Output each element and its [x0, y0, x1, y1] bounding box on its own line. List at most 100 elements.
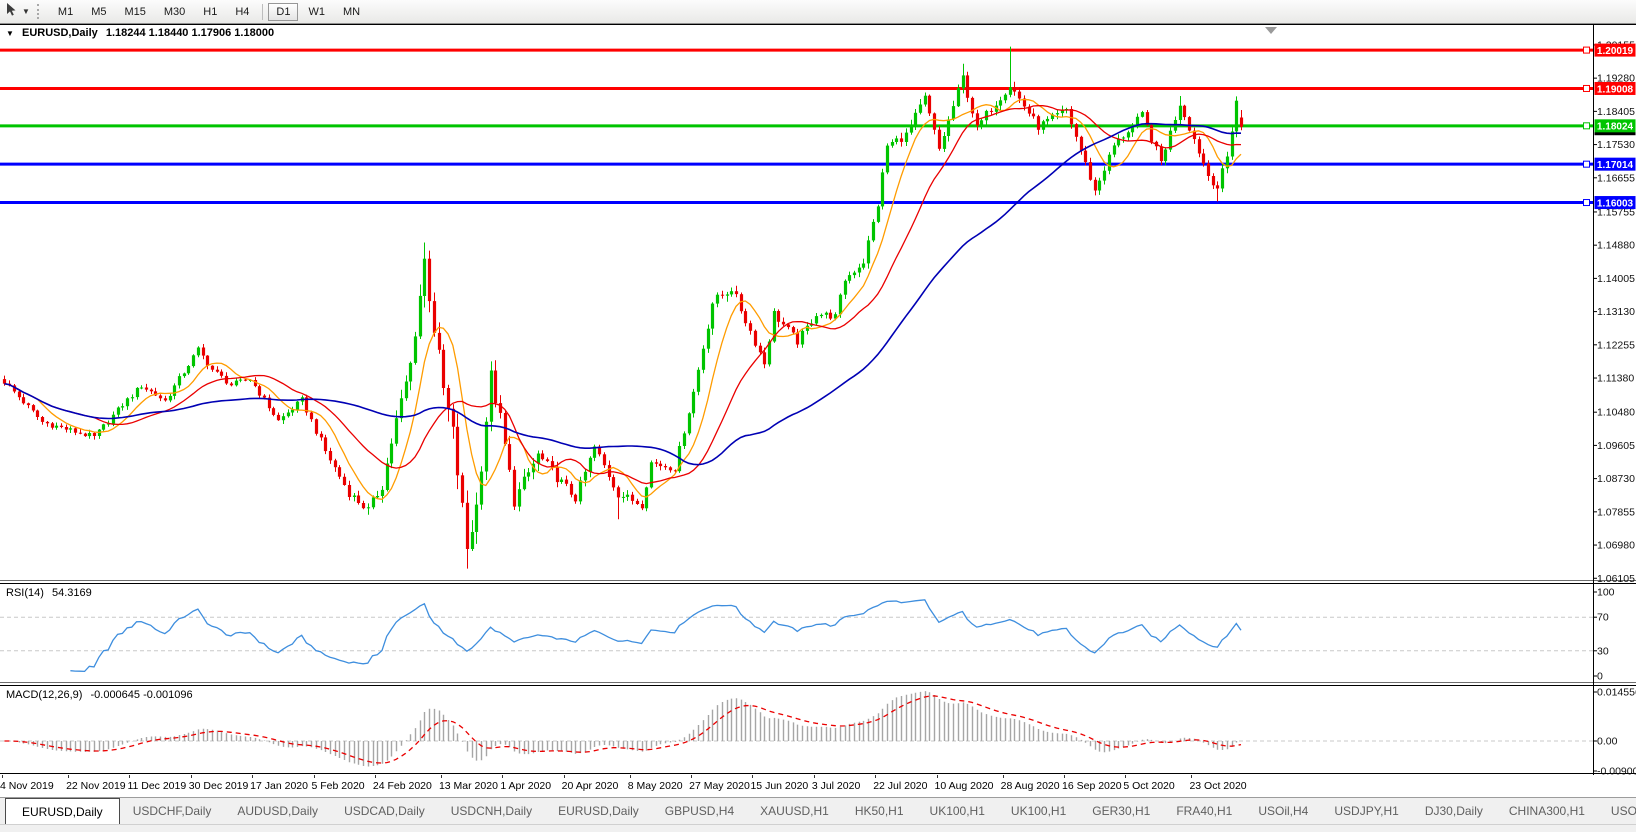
date-axis-tick — [563, 775, 565, 778]
macd-axis-label-0.014556: 0.014556 — [1597, 687, 1636, 699]
timeframe-button-m1[interactable]: M1 — [50, 3, 81, 21]
timeframe-button-m5[interactable]: M5 — [83, 3, 114, 21]
timeframe-button-m30[interactable]: M30 — [156, 3, 193, 21]
chart-tab-usoil-h1[interactable]: USOil,H1 — [1610, 804, 1636, 818]
date-axis-tick — [1125, 775, 1127, 778]
date-axis-label: 5 Feb 2020 — [311, 780, 365, 792]
chart-title-ohlc: 1.18244 1.18440 1.17906 1.18000 — [105, 27, 275, 39]
date-axis-tick — [629, 775, 631, 778]
date-axis-label: 4 Nov 2019 — [0, 780, 54, 792]
moving-average-line-55 — [4, 122, 1242, 466]
chart-tab-dj30-daily[interactable]: DJ30,Daily — [1424, 804, 1483, 818]
chart-tab-usdchf-daily[interactable]: USDCHF,Daily — [132, 804, 212, 818]
date-axis-tick — [875, 775, 877, 778]
moving-average-line-8 — [4, 98, 1242, 500]
macd-indicator-label: MACD(12,26,9) — [6, 689, 83, 701]
timeframe-button-mn[interactable]: MN — [335, 3, 368, 21]
date-axis-tick — [1191, 775, 1193, 778]
status-strip — [0, 824, 1636, 832]
date-axis-label: 10 Aug 2020 — [934, 780, 994, 792]
price-badge-1.18024 — [1594, 119, 1636, 133]
price-axis-label-1.14880: 1.14880 — [1597, 240, 1635, 252]
date-axis-tick — [752, 775, 754, 778]
collapse-arrow-icon[interactable]: ▼ — [6, 29, 14, 38]
price-badge-1.20019 — [1594, 43, 1636, 57]
macd-histogram — [8, 691, 1238, 767]
price-axis-label-1.15755: 1.15755 — [1597, 206, 1635, 218]
rsi-indicator-value: 54.3169 — [51, 587, 92, 599]
price-badge-1.16003 — [1594, 196, 1636, 210]
rsi-indicator-label: RSI(14) — [6, 587, 44, 599]
price-axis-label-1.19280: 1.19280 — [1597, 73, 1635, 85]
timeframe-button-h1[interactable]: H1 — [195, 3, 225, 21]
price-axis-label-1.10480: 1.10480 — [1597, 407, 1635, 419]
macd-indicator-values: -0.000645 -0.001096 — [90, 689, 193, 701]
candlestick-series — [2, 46, 1244, 569]
date-axis-tick — [374, 775, 376, 778]
chart-tab-ger30-h1[interactable]: GER30,H1 — [1092, 804, 1151, 818]
date-axis-label: 1 Apr 2020 — [500, 780, 552, 792]
price-axis-label-1.13130: 1.13130 — [1597, 306, 1635, 318]
chart-tab-usdjpy-h1[interactable]: USDJPY,H1 — [1334, 804, 1399, 818]
date-axis-tick — [1002, 775, 1004, 778]
cursor-tool-icon[interactable] — [4, 2, 19, 22]
chart-tab-usoil-h4[interactable]: USOil,H4 — [1258, 804, 1309, 818]
price-badge-label-1.20019: 1.20019 — [1597, 46, 1634, 57]
chart-tab-uk100-h1[interactable]: UK100,H1 — [929, 804, 985, 818]
date-axis-tick — [2, 775, 3, 778]
date-axis-label: 3 Jul 2020 — [811, 780, 861, 792]
chart-tabs-bar: EURUSD,Daily USDCHF,Daily AUDUSD,Daily USDC… — [0, 797, 1636, 824]
date-axis-label: 30 Dec 2019 — [188, 780, 249, 792]
price-badge-label-1.18024: 1.18024 — [1597, 122, 1634, 133]
chart-tab-fra40-h1[interactable]: FRA40,H1 — [1176, 804, 1233, 818]
chart-tab-audusd-daily[interactable]: AUDUSD,Daily — [237, 804, 319, 818]
timeframe-button-m15[interactable]: M15 — [116, 3, 153, 21]
chevron-down-icon[interactable]: ▼ — [22, 7, 30, 16]
date-axis-label: 23 Oct 2020 — [1189, 780, 1247, 792]
chart-title-symbol: EURUSD,Daily — [21, 27, 98, 39]
chart-tab-hk50-h1[interactable]: HK50,H1 — [854, 804, 904, 818]
date-axis-label: 13 Mar 2020 — [438, 780, 498, 792]
price-badge-label-1.19008: 1.19008 — [1597, 84, 1634, 95]
date-axis-label: 28 Aug 2020 — [1000, 780, 1060, 792]
timeframe-toolbar: ▼ M1 M5 M15 M30 H1 H4 D1 W1 MN — [0, 0, 1636, 24]
date-axis-label: 17 Jan 2020 — [250, 780, 308, 792]
rsi-axis-label-30: 30 — [1597, 645, 1609, 657]
price-axis-label-1.06105: 1.06105 — [1597, 573, 1635, 585]
chart-tab-eurusd-daily[interactable]: EURUSD,Daily — [5, 798, 120, 824]
toolbar-separator — [262, 3, 264, 20]
line-handle-1.18024 — [1583, 122, 1590, 130]
chart-tab-gbpusd-h4[interactable]: GBPUSD,H4 — [664, 804, 735, 818]
timeframe-button-d1[interactable]: D1 — [268, 2, 299, 21]
rsi-axis-label-100: 100 — [1597, 587, 1615, 599]
chart-tab-usdcad-daily[interactable]: USDCAD,Daily — [344, 804, 425, 818]
cursor-tool-group[interactable]: ▼ — [4, 2, 32, 22]
price-axis-label-1.09605: 1.09605 — [1597, 440, 1635, 452]
timeframe-button-h4[interactable]: H4 — [227, 3, 257, 21]
chart-tab-usdcnh-daily[interactable]: USDCNH,Daily — [450, 804, 533, 818]
line-handle-1.20019 — [1583, 46, 1590, 54]
price-axis-label-1.12255: 1.12255 — [1597, 339, 1635, 351]
moving-average-line-20 — [4, 105, 1242, 485]
date-axis[interactable]: 4 Nov 2019 22 Nov 2019 11 Dec 2019 30 Dec 2… — [0, 775, 1636, 797]
chart-tab-china300-h1[interactable]: CHINA300,H1 — [1508, 804, 1585, 818]
timeframe-buttons: M1 M5 M15 M30 H1 H4 D1 W1 MN — [49, 2, 369, 21]
chart-tab-uk100-h1[interactable]: UK100,H1 — [1010, 804, 1067, 818]
chart-tab-eurusd-daily[interactable]: EURUSD,Daily — [558, 804, 639, 818]
chart-tab-xauusd-h1[interactable]: XAUUSD,H1 — [760, 804, 829, 818]
date-axis-label: 27 May 2020 — [689, 780, 750, 792]
line-handle-1.19008 — [1583, 84, 1590, 92]
timeframe-button-w1[interactable]: W1 — [300, 3, 333, 21]
date-axis-tick — [936, 775, 938, 778]
macd-header: MACD(12,26,9) -0.000645 -0.001096 — [6, 689, 198, 701]
date-axis-label: 16 Sep 2020 — [1062, 780, 1122, 792]
horizontal-price-lines — [0, 48, 1593, 205]
toolbar-grip[interactable] — [36, 4, 43, 19]
price-badge-1.19008 — [1594, 81, 1636, 95]
price-axis-label-1.16655: 1.16655 — [1597, 172, 1635, 184]
date-axis-tick — [440, 775, 442, 778]
price-badge-label-1.16003: 1.16003 — [1597, 198, 1634, 209]
date-axis-label: 11 Dec 2019 — [127, 780, 187, 792]
price-chart-canvas[interactable]: 1.201551.192801.184051.175301.166551.157… — [0, 24, 1636, 775]
